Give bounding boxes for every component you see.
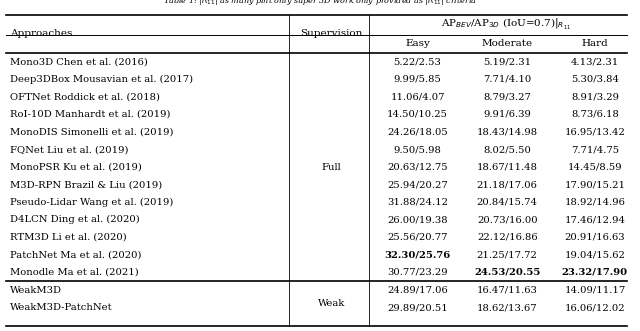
Text: Deep3DBox Mousavian et al. (2017): Deep3DBox Mousavian et al. (2017)	[10, 75, 193, 84]
Text: 18.92/14.96: 18.92/14.96	[564, 198, 625, 207]
Text: MonoDIS Simonelli et al. (2019): MonoDIS Simonelli et al. (2019)	[10, 127, 173, 136]
Text: 29.89/20.51: 29.89/20.51	[387, 303, 448, 312]
Text: 8.02/5.50: 8.02/5.50	[483, 145, 531, 154]
Text: 16.95/13.42: 16.95/13.42	[564, 127, 625, 136]
Text: 5.30/3.84: 5.30/3.84	[571, 75, 619, 84]
Text: 7.71/4.75: 7.71/4.75	[571, 145, 619, 154]
Text: RTM3D Li et al. (2020): RTM3D Li et al. (2020)	[10, 233, 126, 242]
Text: AP$_{BEV}$/AP$_{3D}$ (IoU=0.7)$|_{R_{11}}$: AP$_{BEV}$/AP$_{3D}$ (IoU=0.7)$|_{R_{11}…	[441, 17, 572, 32]
Text: Easy: Easy	[405, 39, 430, 48]
Text: 20.73/16.00: 20.73/16.00	[477, 215, 538, 224]
Text: 19.04/15.62: 19.04/15.62	[564, 251, 625, 260]
Text: Table 1: $|R_{11}|$ as many pint only super 3D work only provided as $|R_{11}|$ : Table 1: $|R_{11}|$ as many pint only su…	[163, 0, 477, 7]
Text: 20.84/15.74: 20.84/15.74	[477, 198, 538, 207]
Text: 24.89/17.06: 24.89/17.06	[387, 286, 448, 295]
Text: 17.46/12.94: 17.46/12.94	[564, 215, 625, 224]
Text: 9.50/5.98: 9.50/5.98	[394, 145, 442, 154]
Text: WeakM3D: WeakM3D	[10, 286, 61, 295]
Text: 20.63/12.75: 20.63/12.75	[387, 163, 448, 171]
Text: D4LCN Ding et al. (2020): D4LCN Ding et al. (2020)	[10, 215, 140, 224]
Text: 7.71/4.10: 7.71/4.10	[483, 75, 531, 84]
Text: WeakM3D-PatchNet: WeakM3D-PatchNet	[10, 303, 112, 312]
Text: 24.26/18.05: 24.26/18.05	[387, 127, 448, 136]
Text: 5.22/2.53: 5.22/2.53	[394, 57, 442, 66]
Text: Monodle Ma et al. (2021): Monodle Ma et al. (2021)	[10, 268, 138, 277]
Text: RoI-10D Manhardt et al. (2019): RoI-10D Manhardt et al. (2019)	[10, 110, 170, 119]
Text: M3D-RPN Brazil & Liu (2019): M3D-RPN Brazil & Liu (2019)	[10, 180, 162, 189]
Text: 21.25/17.72: 21.25/17.72	[477, 251, 538, 260]
Text: 20.91/16.63: 20.91/16.63	[564, 233, 625, 242]
Text: PatchNet Ma et al. (2020): PatchNet Ma et al. (2020)	[10, 251, 141, 260]
Text: 16.47/11.63: 16.47/11.63	[477, 286, 538, 295]
Text: 9.91/6.39: 9.91/6.39	[483, 110, 531, 119]
Text: 31.88/24.12: 31.88/24.12	[387, 198, 448, 207]
Text: 24.53/20.55: 24.53/20.55	[474, 268, 540, 277]
Text: MonoPSR Ku et al. (2019): MonoPSR Ku et al. (2019)	[10, 163, 141, 171]
Text: 22.12/16.86: 22.12/16.86	[477, 233, 538, 242]
Text: 5.19/2.31: 5.19/2.31	[483, 57, 531, 66]
Text: 14.09/11.17: 14.09/11.17	[564, 286, 625, 295]
Text: 32.30/25.76: 32.30/25.76	[385, 251, 451, 260]
Text: 17.90/15.21: 17.90/15.21	[564, 180, 625, 189]
Text: OFTNet Roddick et al. (2018): OFTNet Roddick et al. (2018)	[10, 92, 159, 101]
Text: Moderate: Moderate	[482, 39, 532, 48]
Text: Full: Full	[321, 163, 341, 171]
Text: Supervision: Supervision	[300, 29, 362, 38]
Text: Hard: Hard	[582, 39, 608, 48]
Text: 8.79/3.27: 8.79/3.27	[483, 92, 531, 101]
Text: 21.18/17.06: 21.18/17.06	[477, 180, 538, 189]
Text: 25.56/20.77: 25.56/20.77	[387, 233, 448, 242]
Text: 8.91/3.29: 8.91/3.29	[571, 92, 619, 101]
Text: 11.06/4.07: 11.06/4.07	[390, 92, 445, 101]
Text: FQNet Liu et al. (2019): FQNet Liu et al. (2019)	[10, 145, 128, 154]
Text: 18.43/14.98: 18.43/14.98	[477, 127, 538, 136]
Text: Mono3D Chen et al. (2016): Mono3D Chen et al. (2016)	[10, 57, 147, 66]
Text: Weak: Weak	[317, 299, 345, 308]
Text: 8.73/6.18: 8.73/6.18	[571, 110, 619, 119]
Text: 25.94/20.27: 25.94/20.27	[387, 180, 448, 189]
Text: 16.06/12.02: 16.06/12.02	[564, 303, 625, 312]
Text: 18.62/13.67: 18.62/13.67	[477, 303, 538, 312]
Text: 14.50/10.25: 14.50/10.25	[387, 110, 448, 119]
Text: 26.00/19.38: 26.00/19.38	[387, 215, 448, 224]
Text: 14.45/8.59: 14.45/8.59	[568, 163, 622, 171]
Text: Pseudo-Lidar Wang et al. (2019): Pseudo-Lidar Wang et al. (2019)	[10, 198, 173, 207]
Text: 23.32/17.90: 23.32/17.90	[562, 268, 628, 277]
Text: 9.99/5.85: 9.99/5.85	[394, 75, 442, 84]
Text: 18.67/11.48: 18.67/11.48	[477, 163, 538, 171]
Text: 30.77/23.29: 30.77/23.29	[387, 268, 448, 277]
Text: Approaches: Approaches	[10, 29, 72, 38]
Text: 4.13/2.31: 4.13/2.31	[571, 57, 619, 66]
